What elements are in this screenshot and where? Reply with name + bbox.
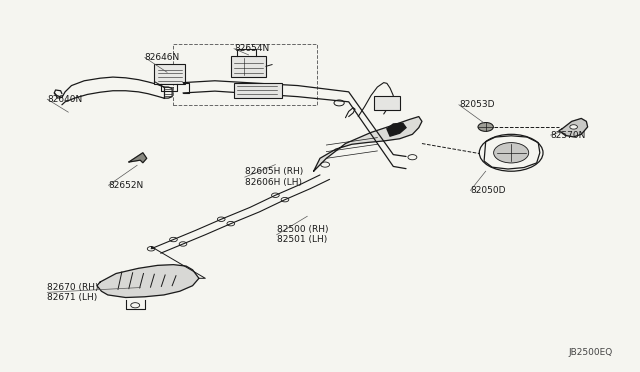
Circle shape: [493, 142, 529, 163]
Text: 82500 (RH)
82501 (LH): 82500 (RH) 82501 (LH): [276, 225, 328, 244]
Text: JB2500EQ: JB2500EQ: [569, 347, 613, 357]
Polygon shape: [314, 116, 422, 171]
Bar: [374, 96, 399, 110]
Polygon shape: [97, 264, 199, 298]
Polygon shape: [129, 153, 147, 163]
Text: 82646N: 82646N: [145, 53, 180, 62]
Text: 82053D: 82053D: [459, 100, 495, 109]
Text: 82640N: 82640N: [47, 95, 83, 104]
Bar: [173, 44, 317, 105]
Text: 82050D: 82050D: [470, 186, 506, 195]
Bar: [154, 64, 185, 84]
Polygon shape: [559, 118, 588, 137]
Bar: [234, 83, 282, 98]
Text: 82652N: 82652N: [108, 181, 144, 190]
Polygon shape: [387, 123, 406, 136]
Circle shape: [570, 125, 577, 129]
Circle shape: [478, 122, 493, 131]
Bar: [231, 56, 266, 77]
Text: 82605H (RH)
82606H (LH): 82605H (RH) 82606H (LH): [245, 167, 303, 187]
Text: 82570N: 82570N: [550, 131, 586, 140]
Text: 82670 (RH)
82671 (LH): 82670 (RH) 82671 (LH): [47, 283, 99, 302]
Text: 82654N: 82654N: [234, 44, 269, 53]
